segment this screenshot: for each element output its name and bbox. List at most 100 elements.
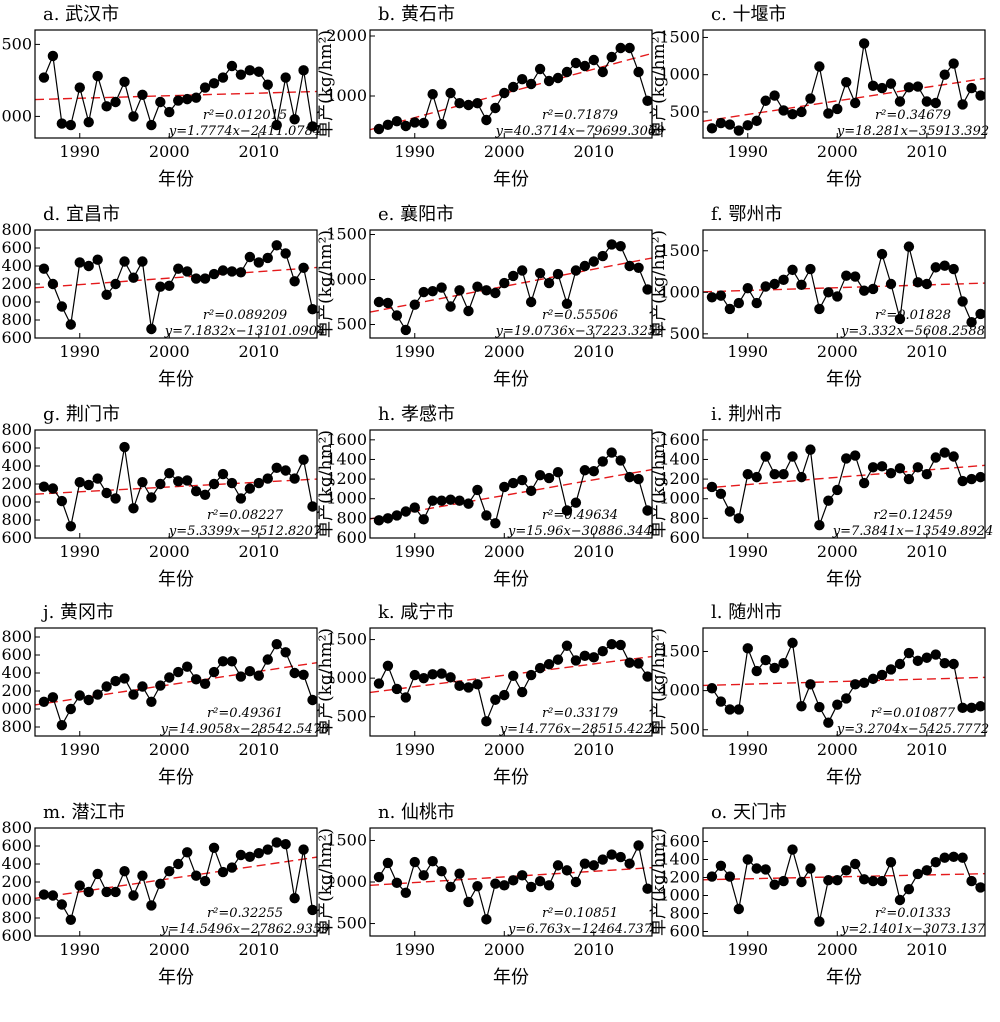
data-point [957,99,968,110]
y-tick-label: 1500 [659,27,700,46]
data-point [579,60,591,72]
data-point [409,299,420,310]
data-point [409,117,420,128]
data-point [208,78,220,89]
data-point [56,301,68,312]
data-point [445,87,456,99]
data-point [579,465,591,476]
data-point [83,479,94,491]
data-point [579,650,591,661]
data-point [181,661,193,672]
data-point [796,106,807,118]
data-point [966,473,977,485]
data-point [418,117,429,129]
y-tick-label: 1400 [326,449,367,468]
data-point [948,851,959,862]
data-point [427,495,438,506]
r2-annotation: r²=0.010877 [871,706,956,721]
data-point [733,704,745,715]
data-point [83,116,94,128]
data-point [570,265,582,276]
data-point [787,451,798,462]
data-point [930,452,941,463]
data-point [832,875,843,886]
y-axis-label: 单产(kg/hm²) [316,430,336,538]
data-point [885,278,897,290]
data-point [751,115,762,127]
data-point [849,450,861,461]
y-tick-label: 800 [1,908,32,927]
y-tick-label: 1600 [659,430,700,449]
data-point [733,125,745,136]
data-point [101,886,112,898]
y-axis-label: 单产(kg/hm²) [0,828,1,936]
x-tick-label: 2000 [817,940,858,959]
data-point [903,241,915,252]
data-point [606,51,617,63]
x-tick-label: 2010 [573,740,614,759]
data-point [814,520,825,531]
x-tick-label: 2010 [906,740,947,759]
data-point [796,701,807,712]
data-point [445,672,456,683]
data-point [110,278,121,290]
x-tick-label: 2010 [906,142,947,161]
data-point [525,296,537,308]
data-point [92,254,103,265]
data-point [805,863,816,874]
data-point [262,79,273,90]
x-axis-label: 年份 [493,369,529,390]
data-point [289,893,300,904]
data-point [876,461,888,472]
x-tick-label: 2010 [906,342,947,361]
y-tick-label: 1000 [326,270,367,289]
x-axis-label: 年份 [826,169,862,190]
y-axis-label: 单产(kg/hm²) [649,430,669,538]
axes-frame [702,827,986,937]
y-tick-label: 1800 [0,220,32,239]
equation-annotation: y=3.2704x−5425.7772 [836,722,989,737]
data-point [155,878,166,889]
x-tick-label: 2000 [149,342,190,361]
data-point [173,476,184,487]
y-tick-label: 600 [669,528,700,547]
r2-annotation: r²=0.08227 [207,508,284,523]
data-point [391,510,403,521]
data-point [966,875,977,887]
data-point [217,866,229,878]
data-point [128,890,139,901]
plot-area [370,447,652,529]
r2-annotation: r²=0.33179 [542,706,618,721]
data-point [543,880,555,891]
y-axis-label: 单产(kg/hm²) [0,430,1,538]
y-tick-label: 1800 [0,818,32,837]
data-point [208,842,220,853]
x-tick-label: 1990 [727,542,768,561]
subplot-11: l. 随州市 1990 2000 2010 500 1000 1500 年份 单产(kg/hm²… [649,602,989,788]
y-tick-label: 800 [1,510,32,529]
data-point [137,89,148,101]
data-point [966,82,977,94]
equation-annotation: y=14.5496x−27862.9359 [160,922,330,937]
data-point [876,669,888,681]
equation-annotation: y=40.3714x−79699.3069 [495,124,665,139]
y-tick-label: 600 [1,328,32,347]
data-point [427,89,438,100]
data-point [436,495,447,506]
subplot-title: j. 黄冈市 [41,602,114,623]
data-point [787,108,798,120]
data-point [47,50,59,62]
x-tick-label: 2000 [817,542,858,561]
data-point [832,103,843,115]
y-tick-label: 1600 [659,832,700,851]
data-point [244,666,256,677]
trend-line [703,77,985,122]
data-point [543,472,555,484]
data-point [253,477,265,489]
axes-frame [702,627,986,737]
data-point [280,248,291,259]
x-tick-label: 2000 [149,740,190,759]
data-point [903,884,915,895]
data-point [930,857,941,868]
data-point [760,95,771,106]
